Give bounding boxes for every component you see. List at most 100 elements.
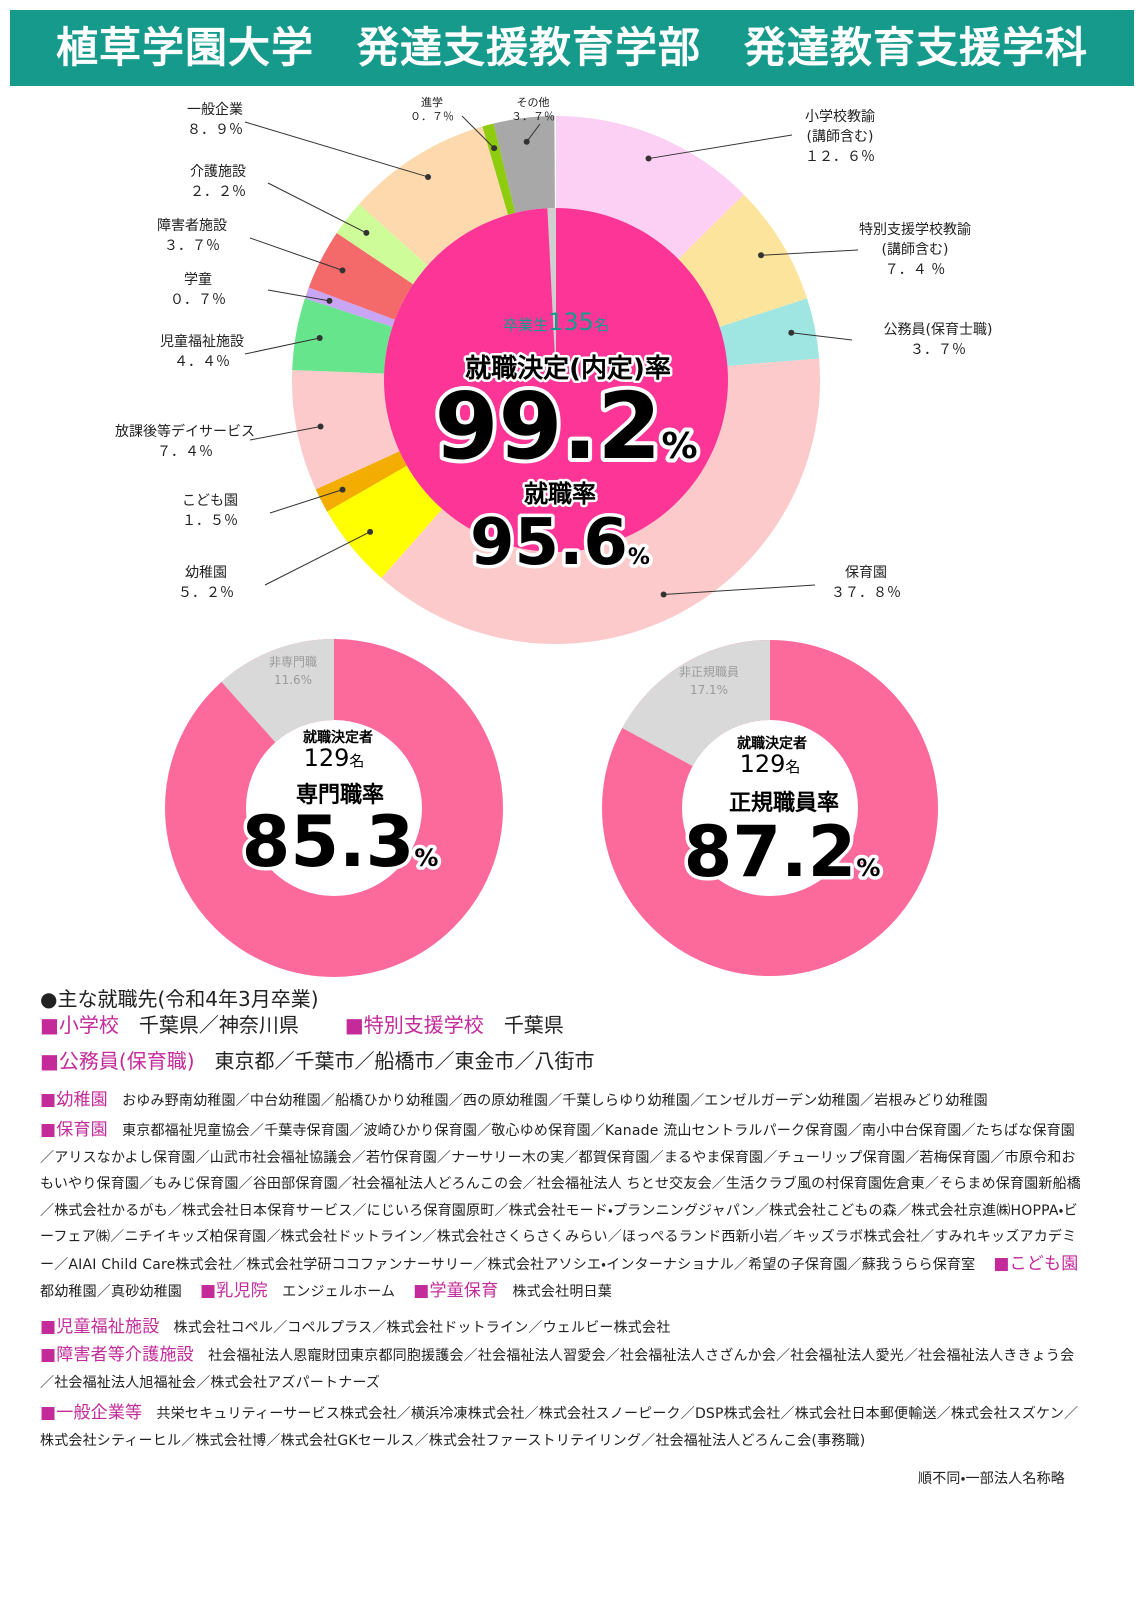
- leader-line: [264, 531, 371, 586]
- segment-label: その他: [516, 96, 550, 109]
- rate-label: 専門職率: [296, 783, 384, 808]
- segment: [383, 208, 728, 553]
- employer-line: ■小学校 千葉県／神奈川県 ■特別支援学校 千葉県: [40, 1008, 1085, 1042]
- leader-line: [244, 121, 429, 178]
- leader-dot: [339, 486, 346, 493]
- rate-value: 87.2: [684, 811, 857, 893]
- rate-value: 99.2: [434, 373, 661, 480]
- rate-value: 85.3: [242, 801, 415, 883]
- rate-value: 95.6: [470, 506, 628, 580]
- segment: [327, 465, 443, 579]
- count: 129名: [740, 750, 801, 778]
- employers: おゆみ野南幼稚園／中台幼稚園／船橋ひかり幼稚園／西の原幼稚園／千葉しらゆり幼稚園…: [122, 1093, 988, 1109]
- leader-dot: [523, 138, 530, 145]
- segment: [622, 640, 770, 767]
- leader-dot: [660, 591, 667, 598]
- leader-line: [526, 123, 541, 143]
- segment-value: 11.6%: [274, 673, 312, 687]
- employer-line: ■公務員(保育職) 東京都／千葉市／船橋市／東金市／八街市: [40, 1044, 1085, 1078]
- segment: [308, 232, 414, 320]
- segment-label: 介護施設: [190, 164, 246, 180]
- segment: [291, 370, 400, 490]
- employers: 千葉県／神奈川県: [138, 1013, 299, 1037]
- segment-label: 児童福祉施設: [160, 334, 244, 350]
- leader-dot: [316, 334, 323, 341]
- employers: 東京都／千葉市／船橋市／東金市／八街市: [214, 1049, 595, 1073]
- category: ■幼稚園: [40, 1090, 108, 1110]
- category: ■公務員(保育職): [40, 1049, 195, 1073]
- rate-label: 就職率: [524, 480, 596, 508]
- leader-dot: [645, 155, 652, 162]
- graduates-unit: 名: [594, 316, 609, 334]
- segment-value: ７．４ ％: [884, 262, 946, 278]
- rate-unit: %: [661, 426, 697, 467]
- leader-line: [269, 489, 343, 514]
- segment-value: １．５％: [182, 513, 238, 529]
- leader-line: [249, 237, 343, 271]
- leader-dot: [758, 252, 765, 259]
- leader-line: [249, 425, 321, 441]
- leader-line: [791, 332, 853, 341]
- leader-line: [267, 289, 330, 302]
- segment-label: 学童: [184, 272, 212, 288]
- employer-para: ■障害者等介護施設 社会福祉法人恩寵財団東京都同胞援護会／社会福祉法人習愛会／社…: [40, 1342, 1085, 1396]
- category: ■こども園: [993, 1253, 1079, 1274]
- segment: [678, 194, 808, 327]
- segment-label: 幼稚園: [185, 565, 227, 581]
- leader-dot: [367, 528, 374, 535]
- segment-value: ３７．８％: [831, 585, 901, 601]
- graduates-label: 卒業生: [503, 316, 548, 334]
- rate-unit: %: [856, 854, 880, 882]
- category: ■乳児院: [200, 1281, 268, 1301]
- leader-dot: [788, 329, 795, 336]
- category: ■障害者等介護施設: [40, 1345, 194, 1365]
- segment-value: 17.1%: [690, 683, 728, 697]
- leader-dot: [363, 229, 370, 236]
- segment-label: 小学校教諭 (講師含む): [805, 109, 875, 145]
- rate-label: 就職決定(内定)率: [465, 354, 671, 384]
- leader-line: [760, 249, 859, 256]
- banner: 植草学園大学 発達支援教育学部 発達教育支援学科: [10, 10, 1134, 86]
- count-unit: 名: [349, 752, 364, 770]
- employers: 社会福祉法人恩寵財団東京都同胞援護会／社会福祉法人習愛会／社会福祉法人さざんか会…: [40, 1348, 1075, 1391]
- segment-value: １２．６％: [805, 149, 875, 165]
- segment: [292, 298, 393, 374]
- segment-label: 障害者施設: [157, 218, 227, 234]
- employer-line: ■児童福祉施設 株式会社コペル／コペルプラス／株式会社ドットライン／ウェルビー株…: [40, 1314, 1085, 1342]
- segment-value: ３．７％: [164, 238, 220, 254]
- employer-line: ■幼稚園 おゆみ野南幼稚園／中台幼稚園／船橋ひかり幼稚園／西の原幼稚園／千葉しら…: [40, 1087, 1085, 1115]
- rate: 85.3%: [242, 801, 439, 883]
- rate: 87.2%: [684, 811, 881, 893]
- segment-label: 公務員(保育士職): [883, 322, 993, 338]
- employers: 共栄セキュリティーサービス株式会社／横浜冷凍株式会社／株式会社スノーピーク／DS…: [40, 1406, 1079, 1449]
- leader-line: [244, 337, 320, 355]
- rate: 95.6%: [470, 506, 650, 580]
- leader-line: [461, 115, 495, 149]
- category: ■小学校: [40, 1013, 119, 1037]
- rate-unit: %: [414, 844, 438, 872]
- note: 順不同・一部法人名称略: [918, 1471, 1065, 1487]
- segment: [482, 123, 516, 215]
- leader-dot: [491, 145, 498, 152]
- segment-value: ３．７％: [511, 110, 555, 123]
- count: 129名: [304, 744, 365, 772]
- segment: [493, 116, 555, 213]
- segment: [556, 116, 744, 260]
- employers: 都幼稚園／真砂幼稚園: [40, 1284, 182, 1300]
- employers: 東京都福祉児童協会／千葉寺保育園／波崎ひかり保育園／敬心ゆめ保育園／Kanade…: [40, 1123, 1081, 1273]
- count-label: 就職決定者: [737, 735, 807, 752]
- graduates: 卒業生135名: [503, 308, 609, 336]
- count-label: 就職決定者: [303, 729, 373, 746]
- category: ■保育園: [40, 1120, 108, 1140]
- count-unit: 名: [785, 758, 800, 776]
- page-title: 植草学園大学 発達支援教育学部 発達教育支援学科: [55, 23, 1088, 72]
- segment-value: ０．７％: [410, 110, 454, 123]
- segment-label: 進学: [421, 96, 443, 109]
- leader-dot: [425, 173, 432, 180]
- segment-label: 一般企業: [187, 102, 243, 118]
- segment-label: 非正規職員: [679, 664, 739, 679]
- count-value: 129: [304, 744, 350, 772]
- count-value: 129: [740, 750, 786, 778]
- employer-para: ■一般企業等 共栄セキュリティーサービス株式会社／横浜冷凍株式会社／株式会社スノ…: [40, 1400, 1085, 1454]
